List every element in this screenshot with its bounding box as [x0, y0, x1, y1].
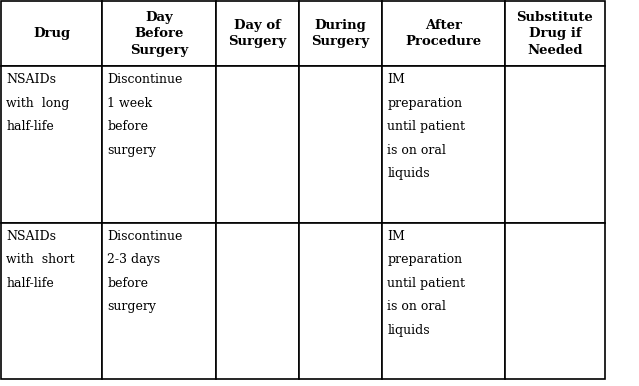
Bar — [216, 66, 299, 223]
Text: IM
preparation
until patient
is on oral
liquids: IM preparation until patient is on oral … — [387, 73, 465, 180]
Text: Day of
Surgery: Day of Surgery — [228, 19, 287, 48]
Bar — [299, 66, 382, 223]
Text: NSAIDs
with  long
half-life: NSAIDs with long half-life — [6, 73, 70, 133]
Text: NSAIDs
with  short
half-life: NSAIDs with short half-life — [6, 230, 75, 290]
Text: IM
preparation
until patient
is on oral
liquids: IM preparation until patient is on oral … — [387, 230, 465, 337]
Bar — [382, 66, 505, 223]
Text: Drug: Drug — [33, 27, 70, 40]
Text: During
Surgery: During Surgery — [311, 19, 370, 48]
Text: After
Procedure: After Procedure — [405, 19, 482, 48]
Bar — [102, 223, 216, 379]
Bar — [102, 1, 216, 66]
Bar — [216, 1, 299, 66]
Text: Day
Before
Surgery: Day Before Surgery — [130, 10, 189, 57]
Text: Discontinue
2-3 days
before
surgery: Discontinue 2-3 days before surgery — [107, 230, 183, 313]
Bar — [1, 223, 102, 379]
Bar — [216, 223, 299, 379]
Text: Discontinue
1 week
before
surgery: Discontinue 1 week before surgery — [107, 73, 183, 157]
Bar — [382, 223, 505, 379]
Bar — [505, 223, 605, 379]
Bar — [299, 1, 382, 66]
Bar — [102, 66, 216, 223]
Bar — [299, 223, 382, 379]
Bar — [382, 1, 505, 66]
Text: Substitute
Drug if
Needed: Substitute Drug if Needed — [516, 10, 594, 57]
Bar — [1, 66, 102, 223]
Bar — [1, 1, 102, 66]
Bar — [505, 1, 605, 66]
Bar — [505, 66, 605, 223]
